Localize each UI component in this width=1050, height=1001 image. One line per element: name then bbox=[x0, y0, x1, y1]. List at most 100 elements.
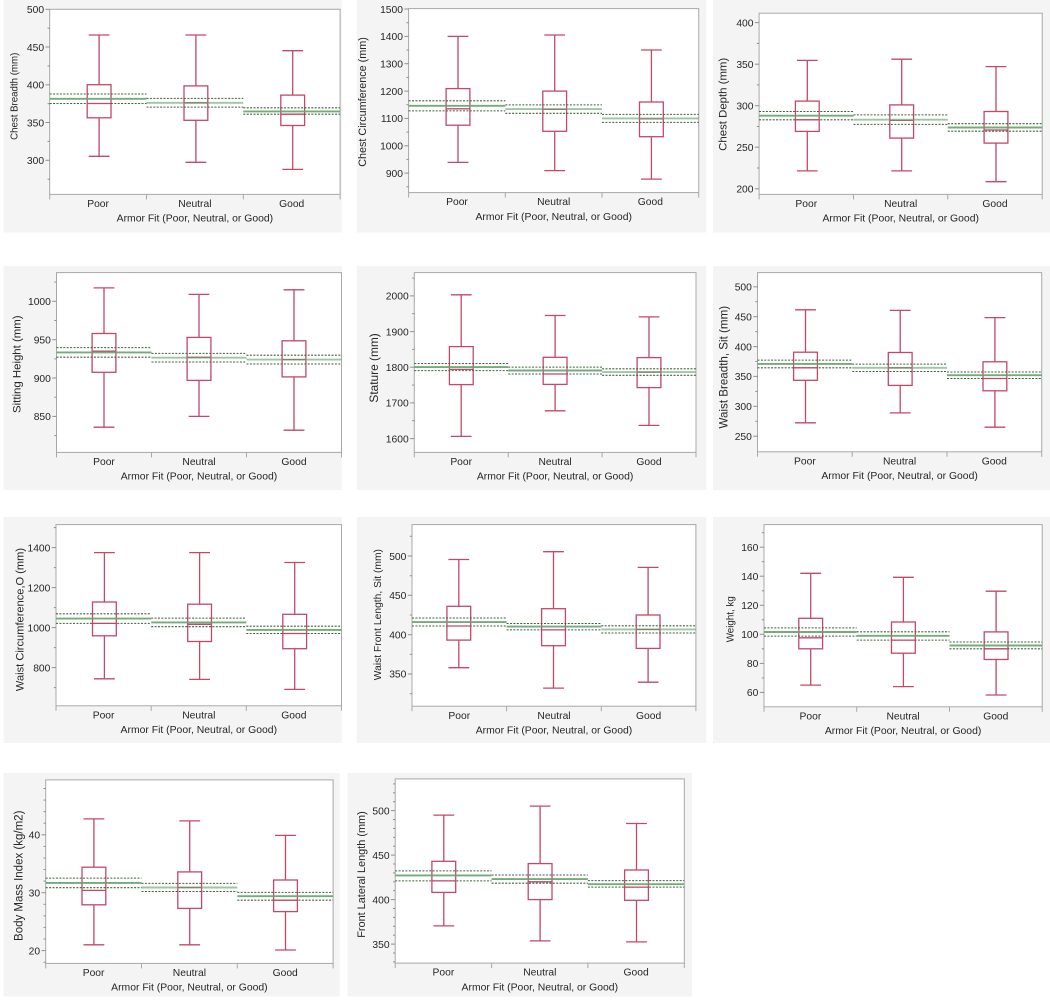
svg-text:900: 900 bbox=[34, 374, 51, 385]
svg-text:Poor: Poor bbox=[433, 968, 455, 979]
svg-text:350: 350 bbox=[372, 940, 389, 951]
svg-text:450: 450 bbox=[389, 591, 406, 602]
svg-text:Poor: Poor bbox=[446, 197, 468, 208]
svg-text:Neutral: Neutral bbox=[537, 711, 570, 722]
svg-text:Armor Fit (Poor, Neutral, or G: Armor Fit (Poor, Neutral, or Good) bbox=[821, 471, 977, 482]
svg-text:450: 450 bbox=[27, 43, 44, 54]
svg-text:Poor: Poor bbox=[93, 710, 115, 721]
svg-text:450: 450 bbox=[735, 312, 752, 323]
svg-text:Good: Good bbox=[982, 456, 1007, 467]
svg-text:Neutral: Neutral bbox=[178, 199, 211, 210]
svg-text:Good: Good bbox=[982, 199, 1007, 210]
svg-text:1300: 1300 bbox=[380, 60, 403, 71]
svg-text:80: 80 bbox=[747, 659, 759, 670]
svg-text:Stature (mm): Stature (mm) bbox=[367, 333, 381, 402]
svg-text:400: 400 bbox=[27, 81, 44, 92]
svg-text:1200: 1200 bbox=[380, 87, 403, 98]
svg-text:200: 200 bbox=[736, 185, 753, 196]
svg-text:Neutral: Neutral bbox=[537, 197, 570, 208]
svg-text:400: 400 bbox=[736, 18, 753, 29]
svg-text:Poor: Poor bbox=[93, 457, 115, 468]
svg-text:Front Lateral Length (mm): Front Lateral Length (mm) bbox=[356, 811, 368, 938]
svg-text:Neutral: Neutral bbox=[182, 457, 215, 468]
svg-text:500: 500 bbox=[389, 552, 406, 563]
svg-text:1800: 1800 bbox=[386, 363, 409, 374]
svg-text:1000: 1000 bbox=[27, 623, 50, 634]
svg-text:40: 40 bbox=[29, 831, 41, 842]
svg-text:Poor: Poor bbox=[87, 199, 109, 210]
svg-text:Weight, kg: Weight, kg bbox=[726, 596, 737, 642]
svg-text:Armor Fit (Poor, Neutral, or G: Armor Fit (Poor, Neutral, or Good) bbox=[462, 982, 618, 993]
svg-text:Good: Good bbox=[983, 711, 1008, 722]
svg-text:Armor Fit (Poor, Neutral, or G: Armor Fit (Poor, Neutral, or Good) bbox=[477, 472, 633, 483]
svg-text:Good: Good bbox=[273, 968, 298, 979]
svg-text:Armor Fit (Poor, Neutral, or G: Armor Fit (Poor, Neutral, or Good) bbox=[475, 212, 631, 223]
svg-text:1000: 1000 bbox=[28, 297, 51, 308]
svg-text:300: 300 bbox=[735, 402, 752, 413]
svg-text:850: 850 bbox=[34, 412, 51, 423]
svg-text:350: 350 bbox=[736, 60, 753, 71]
svg-text:Poor: Poor bbox=[800, 711, 822, 722]
svg-text:1200: 1200 bbox=[27, 583, 50, 594]
svg-text:Good: Good bbox=[281, 710, 306, 721]
svg-text:Good: Good bbox=[636, 457, 661, 468]
svg-text:Neutral: Neutral bbox=[182, 710, 215, 721]
svg-text:450: 450 bbox=[372, 851, 389, 862]
svg-text:Neutral: Neutral bbox=[884, 199, 917, 210]
svg-text:1000: 1000 bbox=[380, 142, 403, 153]
svg-text:400: 400 bbox=[735, 342, 752, 353]
svg-text:Armor Fit (Poor, Neutral, or G: Armor Fit (Poor, Neutral, or Good) bbox=[476, 725, 632, 736]
svg-text:20: 20 bbox=[29, 946, 41, 957]
svg-text:400: 400 bbox=[372, 895, 389, 906]
svg-text:950: 950 bbox=[34, 335, 51, 346]
svg-text:Armor Fit (Poor, Neutral, or G: Armor Fit (Poor, Neutral, or Good) bbox=[111, 983, 267, 994]
svg-text:Armor Fit (Poor, Neutral, or G: Armor Fit (Poor, Neutral, or Good) bbox=[825, 726, 981, 737]
svg-text:Good: Good bbox=[638, 197, 663, 208]
svg-text:Neutral: Neutral bbox=[173, 968, 206, 979]
svg-text:Armor Fit (Poor, Neutral, or G: Armor Fit (Poor, Neutral, or Good) bbox=[121, 472, 277, 483]
svg-text:350: 350 bbox=[389, 670, 406, 681]
svg-text:140: 140 bbox=[741, 572, 758, 583]
svg-text:Poor: Poor bbox=[795, 199, 817, 210]
svg-text:Poor: Poor bbox=[794, 456, 816, 467]
svg-text:Neutral: Neutral bbox=[886, 711, 919, 722]
svg-text:30: 30 bbox=[29, 888, 41, 899]
svg-text:Chest Circumference (mm): Chest Circumference (mm) bbox=[357, 37, 369, 167]
svg-text:1700: 1700 bbox=[386, 399, 409, 410]
svg-text:1900: 1900 bbox=[386, 327, 409, 338]
svg-text:Neutral: Neutral bbox=[883, 456, 916, 467]
svg-text:300: 300 bbox=[736, 101, 753, 112]
svg-text:Poor: Poor bbox=[450, 457, 472, 468]
svg-text:Neutral: Neutral bbox=[538, 457, 571, 468]
svg-text:250: 250 bbox=[736, 143, 753, 154]
svg-text:1400: 1400 bbox=[380, 32, 403, 43]
svg-text:400: 400 bbox=[389, 630, 406, 641]
svg-text:900: 900 bbox=[386, 169, 403, 180]
svg-text:Chest Breadth (mm): Chest Breadth (mm) bbox=[10, 53, 21, 140]
svg-text:500: 500 bbox=[372, 806, 389, 817]
svg-text:Poor: Poor bbox=[83, 968, 105, 979]
svg-text:100: 100 bbox=[741, 630, 758, 641]
svg-text:Armor Fit (Poor, Neutral, or G: Armor Fit (Poor, Neutral, or Good) bbox=[822, 214, 978, 225]
svg-text:Chest Depth (mm): Chest Depth (mm) bbox=[717, 58, 729, 151]
svg-text:Waist Front Length, Sit (mm): Waist Front Length, Sit (mm) bbox=[373, 549, 384, 680]
svg-text:Sitting Height (mm): Sitting Height (mm) bbox=[12, 315, 24, 413]
svg-text:500: 500 bbox=[735, 283, 752, 294]
svg-text:300: 300 bbox=[27, 156, 44, 167]
svg-text:Poor: Poor bbox=[448, 711, 470, 722]
svg-text:Armor Fit (Poor, Neutral, or G: Armor Fit (Poor, Neutral, or Good) bbox=[121, 725, 277, 736]
svg-text:160: 160 bbox=[741, 543, 758, 554]
svg-text:1400: 1400 bbox=[27, 543, 50, 554]
svg-text:500: 500 bbox=[27, 5, 44, 16]
svg-text:Armor Fit (Poor, Neutral, or G: Armor Fit (Poor, Neutral, or Good) bbox=[117, 214, 273, 225]
svg-text:120: 120 bbox=[741, 601, 758, 612]
svg-text:Waist Breadth, Sit (mm): Waist Breadth, Sit (mm) bbox=[718, 306, 731, 429]
svg-text:800: 800 bbox=[33, 663, 50, 674]
svg-text:2000: 2000 bbox=[386, 292, 409, 303]
svg-text:Waist Circumference,O (mm): Waist Circumference,O (mm) bbox=[15, 548, 27, 691]
svg-text:350: 350 bbox=[735, 372, 752, 383]
svg-text:Good: Good bbox=[623, 968, 648, 979]
svg-text:60: 60 bbox=[747, 688, 759, 699]
svg-text:Good: Good bbox=[636, 711, 661, 722]
svg-text:1500: 1500 bbox=[380, 5, 403, 16]
